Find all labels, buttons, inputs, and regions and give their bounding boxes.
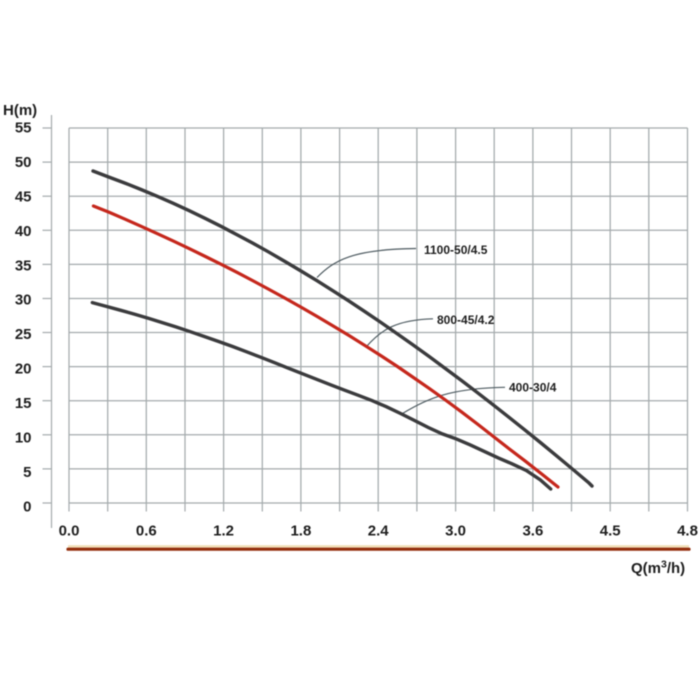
svg-text:40: 40: [15, 223, 32, 240]
svg-text:3.0: 3.0: [445, 523, 466, 540]
svg-text:25: 25: [15, 326, 32, 343]
svg-text:1100-50/4.5: 1100-50/4.5: [424, 243, 488, 257]
svg-text:400-30/4: 400-30/4: [509, 381, 557, 395]
svg-text:1.8: 1.8: [290, 523, 311, 540]
svg-text:45: 45: [15, 189, 32, 206]
svg-text:4.8: 4.8: [677, 523, 698, 540]
svg-text:15: 15: [15, 395, 32, 412]
svg-text:H(m): H(m): [3, 102, 37, 119]
svg-text:50: 50: [15, 154, 32, 171]
svg-text:10: 10: [15, 430, 32, 447]
svg-text:5: 5: [23, 464, 31, 481]
svg-text:35: 35: [15, 257, 32, 274]
svg-text:1.2: 1.2: [213, 523, 234, 540]
svg-text:0.6: 0.6: [136, 523, 157, 540]
svg-text:3.6: 3.6: [522, 523, 543, 540]
svg-text:4.5: 4.5: [600, 523, 621, 540]
svg-text:Q(m3/h): Q(m3/h): [631, 559, 685, 578]
svg-text:2.4: 2.4: [368, 523, 390, 540]
svg-text:0: 0: [23, 498, 31, 515]
svg-text:0.0: 0.0: [59, 523, 80, 540]
svg-text:30: 30: [15, 292, 32, 309]
svg-text:20: 20: [15, 361, 32, 378]
svg-text:800-45/4.2: 800-45/4.2: [437, 313, 495, 327]
svg-text:55: 55: [15, 120, 32, 137]
